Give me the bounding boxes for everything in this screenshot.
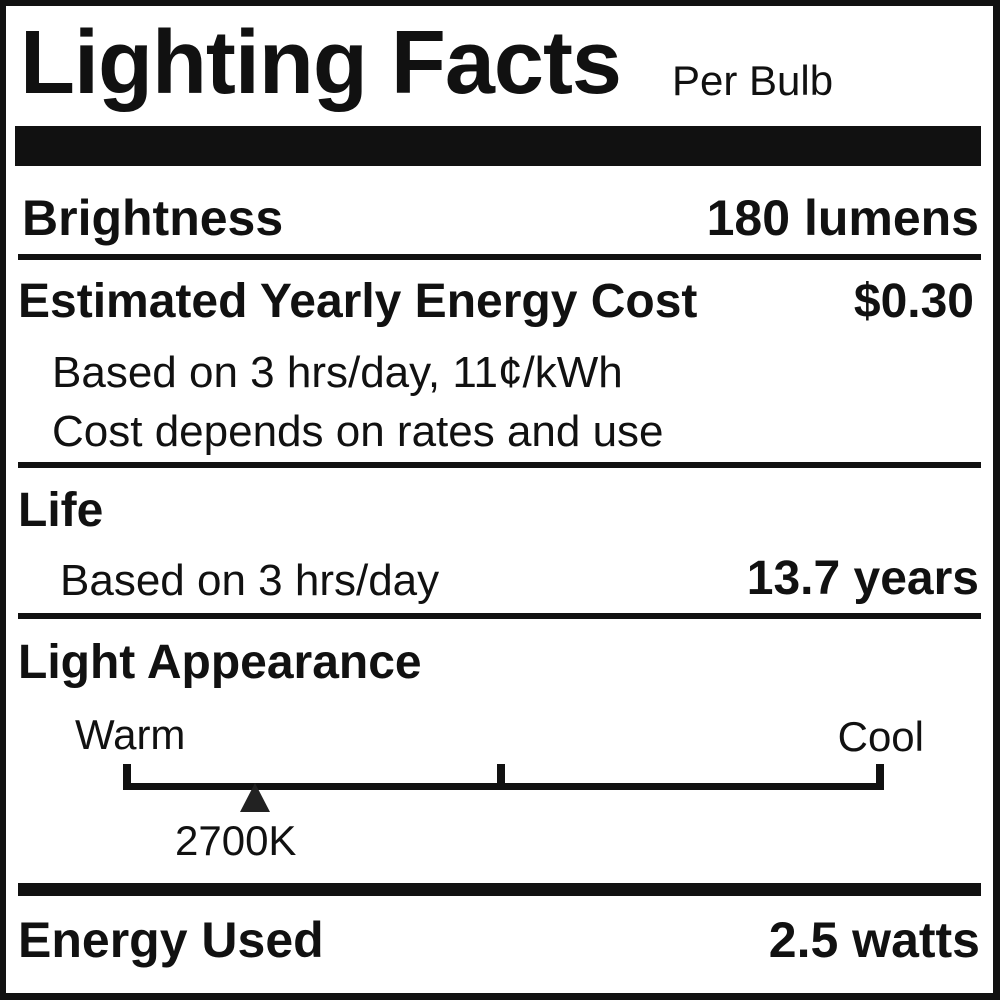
divider xyxy=(18,254,981,260)
divider xyxy=(18,613,981,619)
life-note: Based on 3 hrs/day xyxy=(60,556,440,605)
energy-label: Energy Used xyxy=(18,912,324,968)
appearance-label: Light Appearance xyxy=(18,636,422,689)
color-temperature-value: 2700K xyxy=(175,817,297,864)
brightness-label: Brightness xyxy=(22,190,284,246)
color-temperature-marker-icon xyxy=(240,783,270,812)
cost-note-depends: Cost depends on rates and use xyxy=(52,407,664,456)
warm-label: Warm xyxy=(75,711,186,758)
scale-tick-warm xyxy=(123,764,131,790)
energy-value: 2.5 watts xyxy=(768,912,980,968)
thick-divider xyxy=(18,883,981,896)
life-label: Life xyxy=(18,484,104,537)
header-bar xyxy=(15,126,981,166)
divider xyxy=(18,462,981,468)
cost-label: Estimated Yearly Energy Cost xyxy=(18,275,698,328)
life-value: 13.7 years xyxy=(746,552,979,605)
label-title: Lighting Facts xyxy=(20,13,622,113)
cost-value: $0.30 xyxy=(853,275,974,328)
cool-label: Cool xyxy=(837,713,924,760)
scale-tick-middle xyxy=(497,764,505,790)
label-subtitle: Per Bulb xyxy=(672,57,834,104)
brightness-value: 180 lumens xyxy=(706,190,979,246)
cost-note-rate: Based on 3 hrs/day, 11¢/kWh xyxy=(52,348,623,397)
scale-tick-cool xyxy=(876,764,884,790)
